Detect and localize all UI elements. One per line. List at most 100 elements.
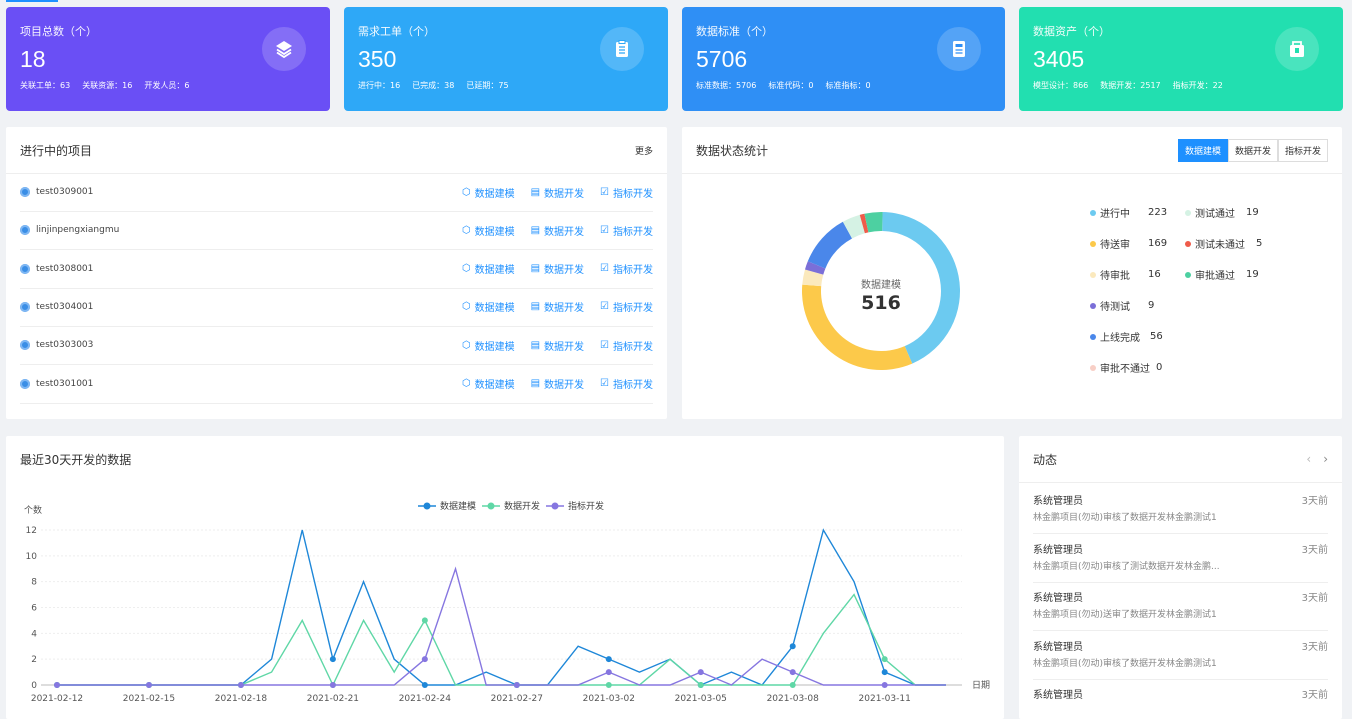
stat-card-standards[interactable]: 数据标准（个） 5706 标准数据：5706 标准代码：0 标准指标：0	[682, 7, 1005, 111]
legend-item[interactable]: 进行中 223	[1090, 205, 1167, 220]
y-tick-label: 8	[31, 578, 37, 588]
legend-item[interactable]: 待测试 9	[1090, 298, 1154, 313]
series-point[interactable]	[789, 682, 796, 688]
donut-slice[interactable]	[802, 269, 824, 287]
stat-card-projects[interactable]: 项目总数（个） 18 关联工单：63 关联资源：16 开发人员：6	[6, 7, 330, 111]
action-modeling-link[interactable]: ⬡ 数据建模	[461, 263, 515, 277]
project-name[interactable]: linjinpengxiangmu	[36, 225, 120, 236]
tab-metrics[interactable]: 指标开发	[1277, 138, 1328, 162]
series-point[interactable]	[329, 656, 336, 663]
series-point[interactable]	[421, 656, 428, 663]
series-point[interactable]	[605, 669, 612, 676]
donut-slice[interactable]	[842, 214, 865, 239]
series-point[interactable]	[513, 682, 520, 688]
activity-text: 林金鹏项目(勿动)审核了数据开发林金鹏测试1	[1033, 658, 1217, 669]
stat-card-tickets[interactable]: 需求工单（个） 350 进行中：16 已完成：38 已延期：75	[344, 7, 668, 111]
action-metrics-link[interactable]: ☑ 指标开发	[600, 224, 653, 238]
activity-text: 林金鹏项目(勿动)送审了数据开发林金鹏测试1	[1033, 610, 1217, 620]
series-point[interactable]	[145, 682, 152, 688]
series-point[interactable]	[329, 682, 336, 688]
activity-text: 林金鹏项目(勿动)审核了数据开发林金鹏测试1	[1033, 513, 1217, 523]
donut-slice[interactable]	[807, 221, 853, 269]
activity-user: 系统管理员	[1033, 593, 1083, 604]
action-metrics-link[interactable]: ☑ 指标开发	[600, 186, 653, 200]
action-metrics-link[interactable]: ☑ 指标开发	[600, 263, 653, 277]
activity-item[interactable]: 系统管理员 3天前	[1033, 680, 1328, 719]
project-name[interactable]: test0303003	[36, 340, 94, 351]
legend-label: 待审批	[1100, 271, 1130, 282]
next-arrow-icon[interactable]: ›	[1323, 452, 1328, 466]
document-icon	[937, 27, 981, 71]
activity-item[interactable]: 系统管理员 3天前 林金鹏项目(勿动)审核了数据开发林金鹏测试1	[1033, 486, 1328, 534]
legend-item[interactable]: 待审批 16	[1090, 267, 1161, 282]
action-development-link[interactable]: ▤ 数据开发	[530, 263, 585, 277]
tab-development[interactable]: 数据开发	[1227, 138, 1278, 162]
series-point[interactable]	[789, 669, 796, 676]
prev-arrow-icon[interactable]: ‹	[1306, 452, 1312, 466]
chart-legend-item[interactable]: 指标开发	[546, 500, 604, 512]
action-metrics-link[interactable]: ☑ 指标开发	[600, 378, 653, 391]
legend-label: 待测试	[1100, 302, 1130, 313]
project-name[interactable]: test0309001	[36, 187, 94, 197]
stat-card-assets[interactable]: 数据资产（个） 3405 模型设计：866 数据开发：2517 指标开发：22	[1019, 7, 1343, 111]
legend-item[interactable]: 上线完成 56	[1090, 329, 1163, 344]
legend-item[interactable]: 测试通过 19	[1185, 205, 1259, 220]
series-point[interactable]	[881, 656, 888, 663]
activity-item[interactable]: 系统管理员 3天前 林金鹏项目(勿动)送审了数据开发林金鹏测试1	[1033, 583, 1328, 631]
legend-dot	[1090, 240, 1096, 247]
cube-icon: ⬡	[461, 224, 471, 236]
action-metrics-link[interactable]: ☑ 指标开发	[600, 301, 653, 315]
series-point[interactable]	[789, 643, 796, 650]
more-link[interactable]: 更多	[634, 146, 653, 157]
series-point[interactable]	[421, 617, 428, 624]
legend-item[interactable]: 审批不通过 0	[1090, 360, 1162, 375]
series-point[interactable]	[54, 682, 60, 688]
legend-item[interactable]: 测试未通过 5	[1185, 236, 1262, 251]
stat-subs: 进行中：16 已完成：38 已延期：75	[358, 81, 509, 90]
x-tick-label: 2021-02-27	[491, 694, 543, 704]
action-modeling-link[interactable]: ⬡ 数据建模	[461, 186, 515, 200]
stat-title: 数据标准（个）	[696, 25, 773, 38]
chart-legend-item[interactable]: 数据开发	[482, 500, 540, 512]
activity-item[interactable]: 系统管理员 3天前 林金鹏项目(勿动)审核了数据开发林金鹏测试1	[1033, 632, 1328, 680]
series-point[interactable]	[881, 669, 888, 676]
donut-slice[interactable]	[882, 212, 960, 364]
stat-title: 需求工单（个）	[358, 25, 435, 38]
action-development-link[interactable]: ▤ 数据开发	[530, 186, 585, 200]
legend-label: 上线完成	[1100, 333, 1140, 344]
project-name[interactable]: test0304001	[36, 301, 94, 312]
legend-item[interactable]: 待送审 169	[1090, 236, 1167, 251]
legend-item[interactable]: 审批通过 19	[1185, 267, 1259, 282]
series-point[interactable]	[881, 682, 888, 688]
action-modeling-link[interactable]: ⬡ 数据建模	[461, 339, 515, 353]
legend-label: 审批不通过	[1100, 364, 1150, 375]
donut-slice[interactable]	[804, 261, 826, 275]
legend-value: 19	[1246, 269, 1259, 280]
series-point[interactable]	[697, 669, 704, 676]
project-name[interactable]: test0301001	[36, 378, 94, 389]
series-line-1	[57, 593, 946, 687]
series-point[interactable]	[697, 682, 704, 688]
action-modeling-link[interactable]: ⬡ 数据建模	[461, 224, 515, 238]
series-point[interactable]	[421, 682, 428, 688]
project-row: test0303003 ⬡ 数据建模 ▤ 数据开发 ☑ 指标开发	[20, 326, 653, 366]
tab-modeling[interactable]: 数据建模	[1177, 138, 1228, 162]
action-metrics-link[interactable]: ☑ 指标开发	[600, 339, 653, 353]
action-development-link[interactable]: ▤ 数据开发	[530, 339, 585, 353]
series-point[interactable]	[237, 682, 244, 688]
activity-item[interactable]: 系统管理员 3天前 林金鹏项目(勿动)审核了测试数据开发林金鹏...	[1033, 535, 1328, 583]
series-point[interactable]	[605, 656, 612, 663]
series-point[interactable]	[605, 682, 612, 688]
action-development-link[interactable]: ▤ 数据开发	[530, 378, 585, 391]
stat-value: 350	[358, 46, 397, 72]
donut-slice[interactable]	[802, 284, 913, 370]
action-development-link[interactable]: ▤ 数据开发	[530, 224, 585, 238]
donut-slice[interactable]	[859, 213, 869, 234]
action-modeling-link[interactable]: ⬡ 数据建模	[461, 378, 515, 391]
action-development-link[interactable]: ▤ 数据开发	[530, 301, 585, 315]
chart-legend-item[interactable]: 数据建模	[418, 500, 476, 512]
action-modeling-link[interactable]: ⬡ 数据建模	[461, 301, 515, 315]
donut-slice[interactable]	[864, 212, 883, 233]
svg-text:指标开发: 指标开发	[568, 500, 604, 512]
project-name[interactable]: test0308001	[36, 263, 94, 274]
